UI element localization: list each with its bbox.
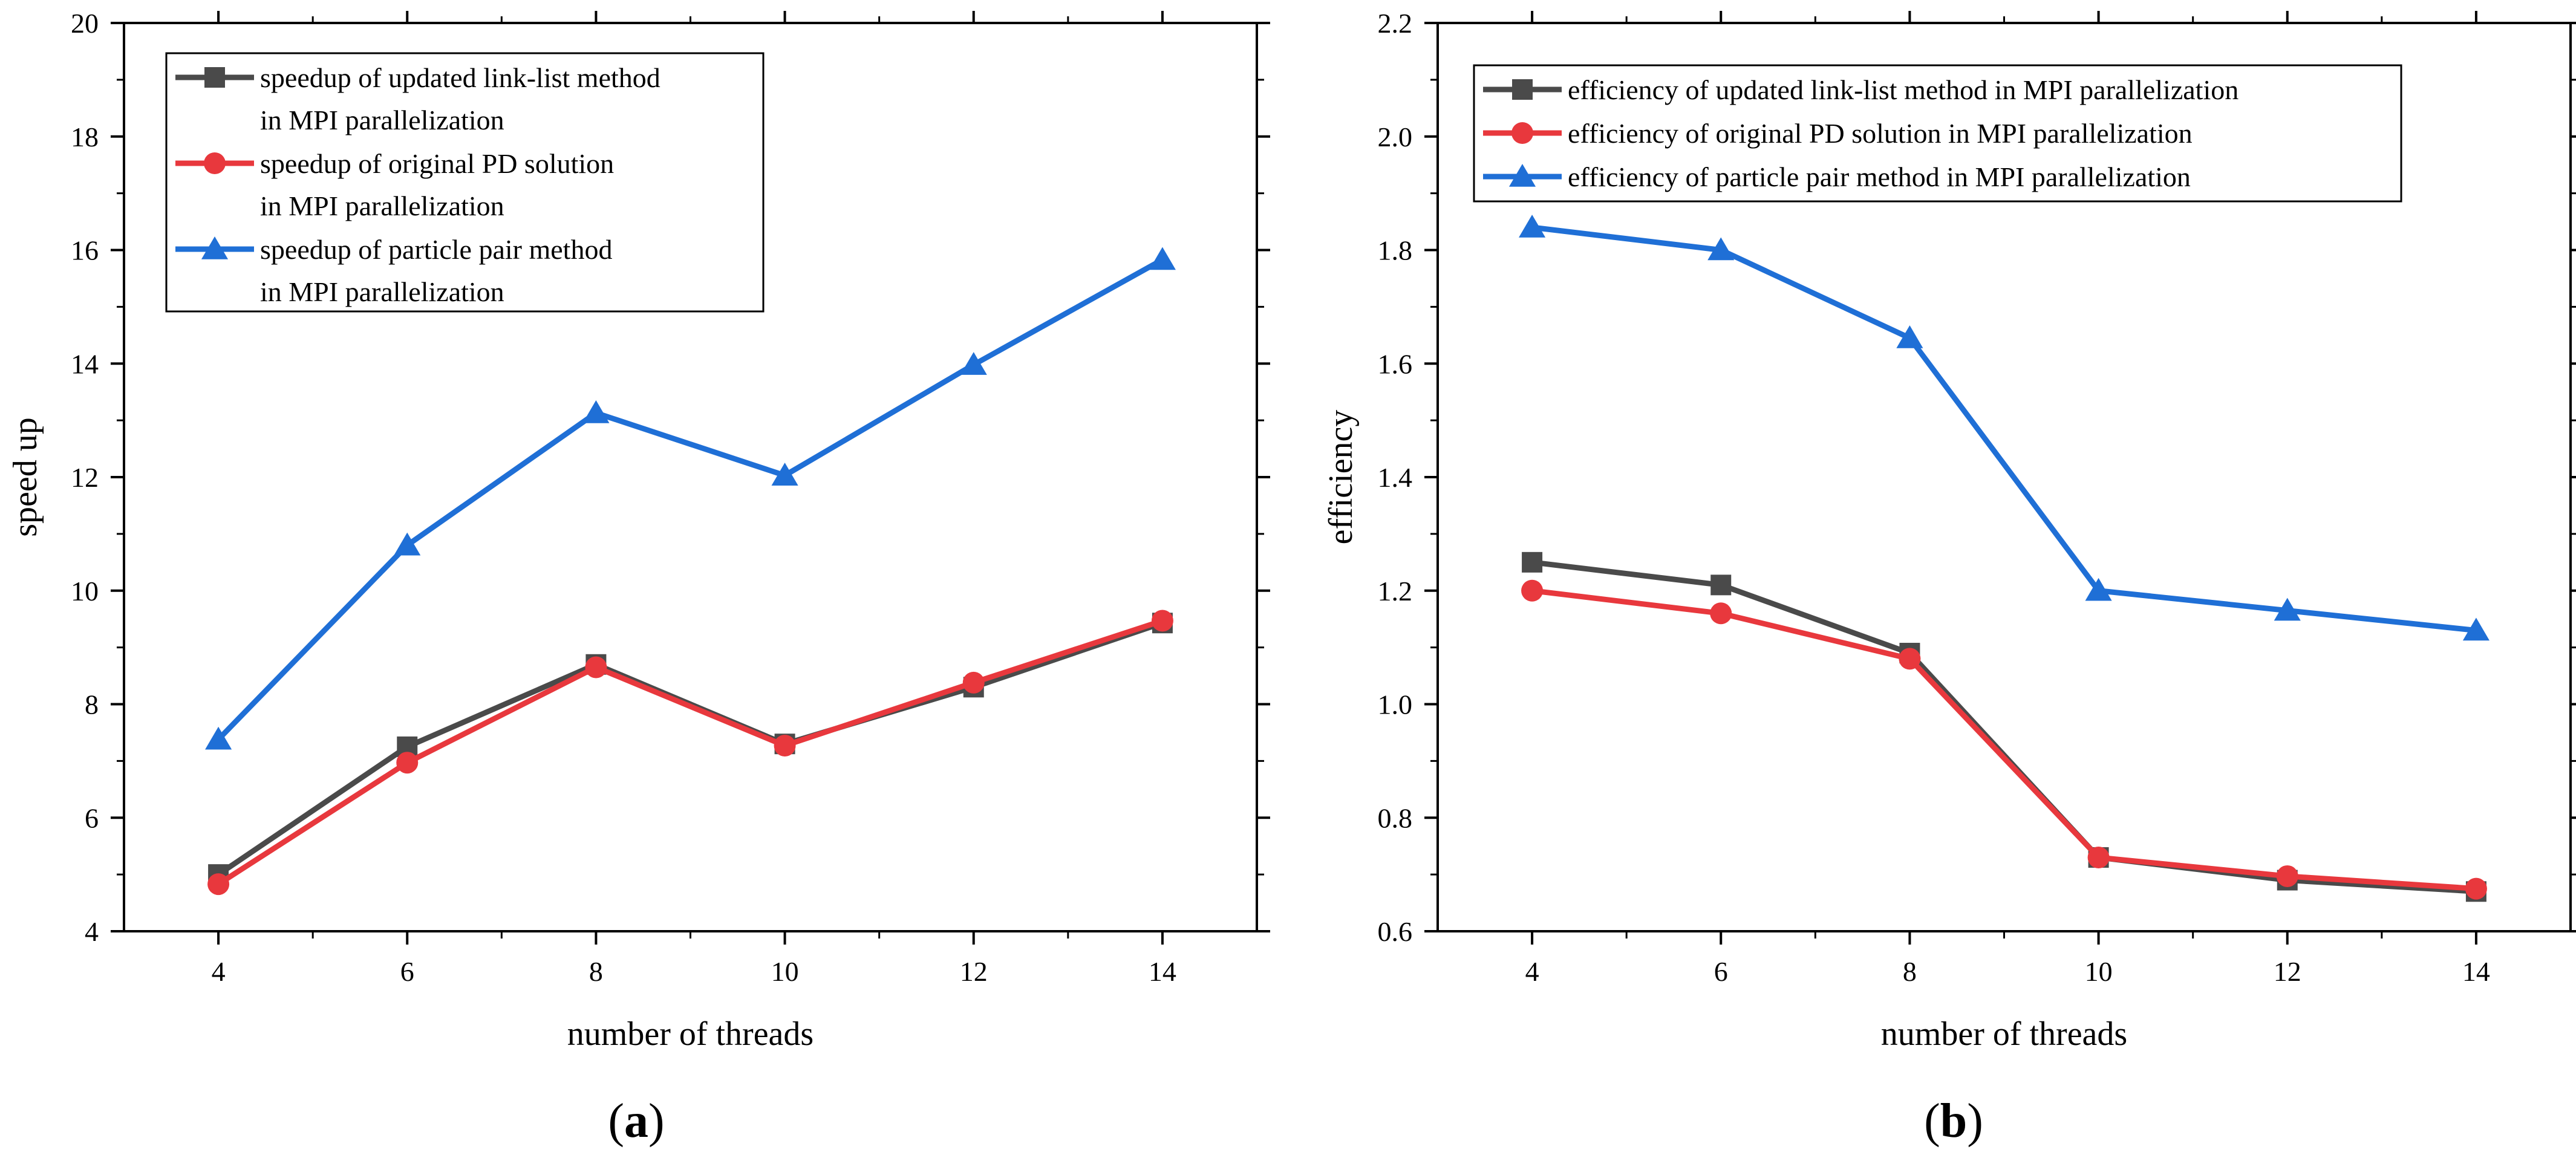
x-tick-label: 4 — [1525, 956, 1539, 987]
y-tick-label: 20 — [71, 8, 99, 39]
data-point-triangle — [1896, 325, 1923, 348]
data-point-circle — [1521, 579, 1544, 602]
data-point-circle — [1710, 602, 1732, 625]
panel-letter: b — [1940, 1095, 1968, 1148]
data-point-triangle — [1707, 237, 1735, 261]
data-point-circle — [2087, 846, 2110, 868]
x-tick-label: 12 — [2274, 956, 2301, 987]
x-tick-label: 6 — [1714, 956, 1728, 987]
series-line-square — [1531, 559, 2477, 894]
y-tick-label: 14 — [71, 348, 99, 379]
legend-label-line2: in MPI parallelization — [260, 105, 504, 135]
y-tick-label: 10 — [71, 576, 99, 607]
y-tick-label: 6 — [85, 802, 99, 833]
series-line-triangle — [1531, 224, 2477, 633]
series-line-circle — [217, 618, 1164, 887]
x-tick-label: 14 — [2462, 956, 2490, 987]
y-axis-label: efficiency — [1322, 410, 1360, 545]
data-point-circle — [396, 752, 419, 774]
legend-box — [1473, 64, 2402, 203]
series-line-triangle — [216, 257, 1164, 741]
y-axis-label: speed up — [7, 417, 44, 537]
series-line-square — [217, 620, 1164, 877]
panel-label: (b) — [1924, 1095, 1983, 1148]
y-tick-label: 16 — [71, 235, 99, 266]
y-tick-label: 1.0 — [1378, 689, 1413, 720]
y-tick-label: 0.6 — [1378, 916, 1413, 947]
y-tick-label: 1.6 — [1378, 348, 1413, 379]
data-point-triangle — [2085, 578, 2112, 601]
panel-label: (a) — [608, 1095, 664, 1148]
y-tick-label: 2.0 — [1378, 122, 1413, 152]
data-point-triangle — [2462, 617, 2490, 641]
panel-b-efficiency-chart: 4 6 8 10 12 14 0.6 0.8 1.0 1.2 1.4 1.6 1.8 2.0 2.2 numb… — [1322, 8, 2576, 1148]
x-axis-label: number of threads — [1881, 1015, 2127, 1053]
data-point-triangle — [960, 352, 987, 375]
y-tick-label: 0.8 — [1378, 802, 1413, 833]
y-tick-label: 1.8 — [1378, 235, 1413, 266]
data-point-triangle — [2274, 597, 2301, 621]
x-tick-label: 10 — [771, 956, 799, 987]
legend-label-line2: in MPI parallelization — [260, 276, 504, 307]
y-tick-label: 1.2 — [1378, 576, 1413, 607]
y-tick-label: 1.4 — [1378, 462, 1413, 493]
data-point-triangle — [205, 726, 232, 750]
x-tick-label: 14 — [1149, 956, 1176, 987]
legend-swatch-circle — [204, 152, 226, 174]
data-point-square — [1522, 551, 1543, 573]
data-point-circle — [2276, 865, 2298, 887]
legend-swatch-square — [1512, 79, 1533, 100]
data-point-circle — [774, 735, 796, 757]
x-axis-label: number of threads — [567, 1015, 814, 1053]
legend-swatch-square — [204, 67, 225, 88]
legend-label: speedup of particle pair method — [260, 234, 612, 265]
data-point-circle — [2465, 877, 2487, 900]
x-tick-label: 6 — [400, 956, 414, 987]
y-tick-label: 18 — [71, 122, 99, 152]
y-tick-label: 8 — [85, 689, 99, 720]
series-line-circle — [1531, 588, 2477, 892]
legend-swatch-triangle — [201, 236, 229, 259]
legend-label: efficiency of original PD solution in MP… — [1568, 118, 2193, 149]
data-point-circle — [207, 873, 230, 896]
x-tick-label: 12 — [960, 956, 988, 987]
panel-a-speedup-chart: 4 6 8 10 12 14 4 6 8 10 12 14 16 18 20 number of thread… — [7, 8, 1270, 1148]
data-point-triangle — [582, 400, 610, 423]
data-point-triangle — [1149, 247, 1176, 270]
data-point-circle — [1151, 610, 1173, 632]
data-point-circle — [585, 656, 607, 678]
x-tick-label: 8 — [589, 956, 603, 987]
legend-label: speedup of updated link-list method — [260, 62, 660, 93]
data-point-triangle — [394, 532, 421, 556]
data-point-square — [1710, 574, 1732, 596]
data-point-triangle — [1519, 214, 1546, 238]
data-point-triangle — [771, 463, 798, 486]
legend-swatch-triangle — [1508, 164, 1536, 187]
data-point-circle — [1899, 648, 1921, 670]
y-tick-label: 12 — [71, 462, 99, 493]
legend-label: efficiency of updated link-list method i… — [1568, 74, 2239, 105]
x-tick-label: 8 — [1903, 956, 1917, 987]
y-tick-label: 2.2 — [1378, 8, 1413, 39]
panel-letter: a — [624, 1095, 648, 1148]
x-tick-label: 10 — [2085, 956, 2113, 987]
legend-box — [165, 52, 765, 313]
x-tick-label: 4 — [212, 956, 226, 987]
legend-label: efficiency of particle pair method in MP… — [1568, 161, 2191, 192]
legend-label-line2: in MPI parallelization — [260, 190, 504, 221]
data-point-circle — [962, 671, 985, 694]
legend-label: speedup of original PD solution — [260, 148, 614, 179]
y-tick-label: 4 — [85, 916, 99, 947]
legend-swatch-circle — [1511, 122, 1533, 144]
